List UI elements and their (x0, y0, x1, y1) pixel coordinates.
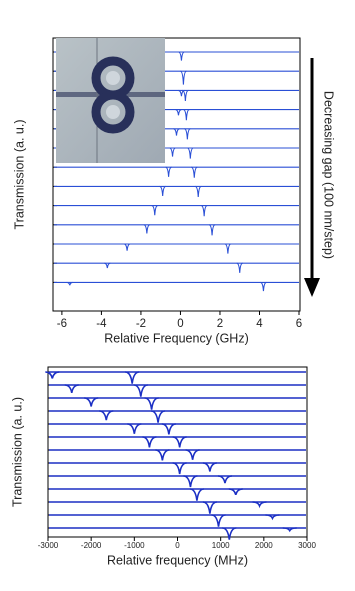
resonance-dip (45, 371, 60, 379)
resonance-dip (202, 462, 217, 472)
resonance-dip (155, 449, 170, 461)
resonance-dip (224, 243, 232, 254)
x-tick-label: 0 (175, 541, 180, 550)
resonance-dip (252, 501, 267, 509)
resonance-dip (125, 371, 140, 384)
resonance-dip (143, 224, 150, 234)
resonance-dip (228, 488, 243, 496)
resonance-dip (66, 281, 73, 286)
resonance-dip (150, 410, 166, 423)
resonance-dip (185, 449, 200, 460)
x-tick-label: -1000 (124, 541, 145, 550)
resonance-dip (133, 384, 148, 397)
resonance-dip (211, 514, 226, 527)
annotation: Decreasing gap (100 nm/step) (322, 91, 336, 259)
x-tick-label: -3000 (38, 541, 59, 550)
resonance-dip (202, 501, 217, 514)
resonance-dip (183, 109, 190, 121)
resonance-dip (195, 185, 202, 197)
resonance-dip (159, 185, 166, 197)
x-tick-label: -4 (96, 318, 107, 330)
resonance-dip (169, 147, 176, 157)
resonance-dip (260, 281, 267, 292)
resonance-dip (182, 89, 189, 101)
resonance-dip (208, 224, 216, 236)
x-tick-label: 0 (177, 318, 183, 330)
resonance-dip (99, 410, 114, 421)
inset-micrograph (56, 38, 165, 163)
top-panel: -6 -4 -2 0 2 4 6 Relative Frequency (GHz) Transm… (12, 37, 302, 345)
resonance-dip (142, 436, 157, 448)
resonance-dip (124, 243, 131, 251)
resonance-dip (180, 70, 187, 85)
resonance-dip (201, 205, 208, 217)
resonance-dip (178, 51, 185, 61)
resonance-dip (64, 384, 79, 393)
resonance-dip (187, 147, 194, 159)
plot-frame (47, 366, 308, 538)
x-tick-label: -2000 (81, 541, 102, 550)
resonance-dip (127, 423, 142, 434)
x-tick-label: -2 (136, 318, 146, 330)
gap-arrow (304, 58, 320, 297)
resonance-dip (184, 128, 191, 140)
resonance-dip (183, 475, 198, 488)
x-tick-label: 6 (296, 318, 302, 330)
x-tick-label: 2000 (255, 541, 273, 550)
x-axis-label: Relative Frequency (GHz) (104, 331, 249, 345)
resonance-dip (144, 397, 159, 410)
x-tick-label: 4 (256, 318, 263, 330)
bottom-panel: -3000 -2000 -1000 0 1000 2000 3000 Relative fre… (10, 366, 316, 567)
resonance-dip (217, 475, 233, 484)
plot-frame (52, 37, 301, 312)
resonance-dip (104, 262, 111, 269)
resonance-dip (222, 527, 237, 540)
resonance-dip (151, 205, 158, 216)
resonance-dip (265, 514, 280, 521)
y-axis-label: Transmission (a. u.) (10, 397, 24, 507)
y-axis-label: Transmission (a. u.) (12, 120, 26, 230)
resonance-dip (172, 436, 187, 448)
x-tick-label: 3000 (298, 541, 316, 550)
x-axis-label: Relative frequency (MHz) (107, 553, 248, 567)
x-tick-label: 1000 (212, 541, 230, 550)
x-tick-label: 2 (217, 318, 223, 330)
resonance-dip (189, 488, 205, 501)
resonance-dip (84, 397, 99, 407)
resonance-dip (236, 262, 243, 273)
resonance-dip (161, 423, 176, 435)
resonance-dip (191, 166, 198, 178)
resonance-dip (282, 527, 297, 533)
resonance-dip (165, 166, 172, 177)
resonance-dip (172, 462, 187, 475)
resonance-dip (175, 109, 182, 116)
resonance-dip (173, 128, 180, 136)
x-tick-label: -6 (57, 318, 67, 330)
